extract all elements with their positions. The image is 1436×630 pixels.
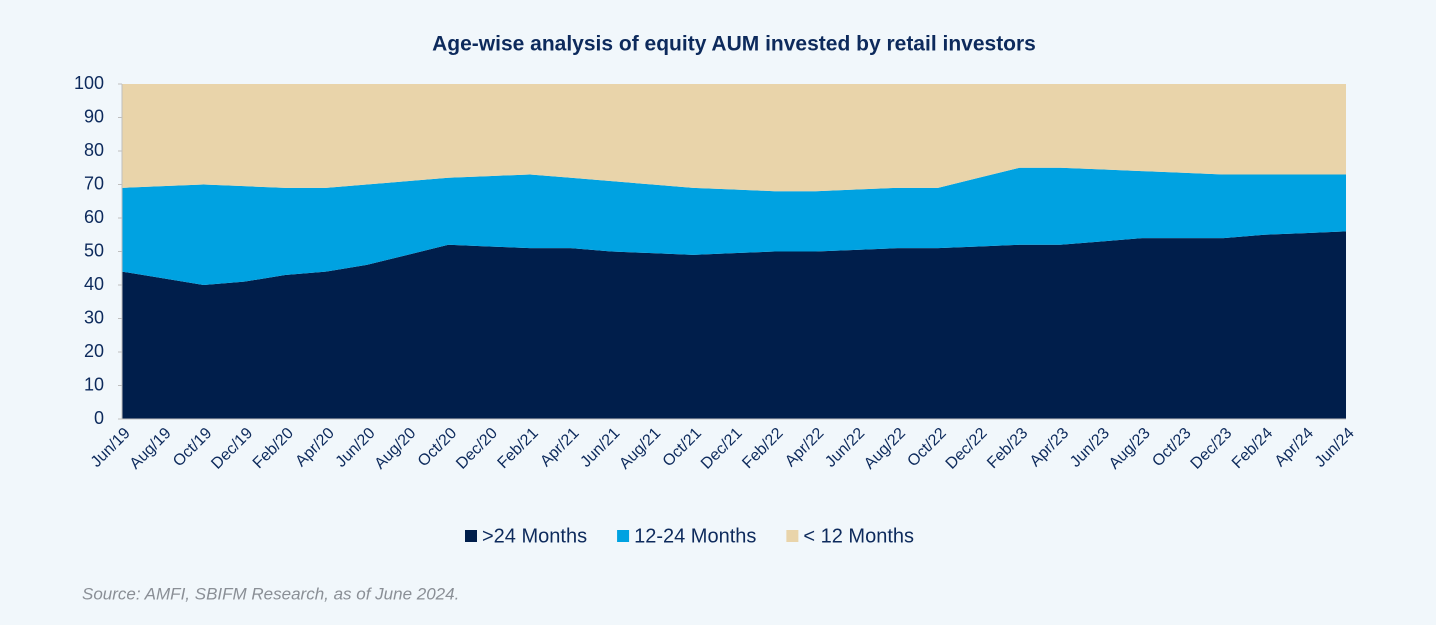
- x-tick-label: Jun/24: [1312, 425, 1358, 471]
- x-tick-label: Oct/21: [660, 425, 705, 470]
- x-tick-label: Aug/19: [127, 425, 175, 473]
- y-tick-label: 20: [84, 341, 104, 361]
- x-tick-label: Jun/22: [822, 425, 868, 471]
- x-tick-label: Aug/22: [861, 425, 909, 473]
- legend-swatch: [465, 530, 477, 542]
- x-tick-label: Oct/19: [170, 425, 215, 470]
- x-tick-label: Apr/22: [782, 425, 827, 470]
- y-tick-label: 30: [84, 307, 104, 327]
- y-tick-label: 10: [84, 374, 104, 394]
- legend-label: 12-24 Months: [634, 525, 756, 547]
- x-tick-label: Dec/22: [943, 425, 991, 473]
- legend-swatch: [786, 530, 799, 542]
- x-tick-label: Aug/20: [372, 425, 420, 473]
- legend-swatch: [617, 530, 630, 542]
- x-tick-label: Feb/24: [1229, 425, 1276, 472]
- y-tick-label: 70: [84, 173, 104, 193]
- x-tick-label: Aug/23: [1106, 425, 1154, 473]
- x-tick-label: Aug/21: [616, 425, 664, 473]
- legend-label: < 12 Months: [803, 525, 914, 547]
- x-tick-label: Jun/20: [333, 425, 379, 471]
- x-tick-label: Apr/21: [537, 425, 582, 470]
- x-tick-label: Jun/21: [577, 425, 623, 471]
- y-tick-label: 80: [84, 140, 104, 160]
- x-tick-label: Apr/23: [1027, 425, 1072, 470]
- y-tick-label: 60: [84, 207, 104, 227]
- y-tick-label: 40: [84, 274, 104, 294]
- x-tick-label: Dec/19: [208, 425, 256, 473]
- x-tick-label: Oct/23: [1149, 425, 1194, 470]
- x-tick-label: Feb/20: [250, 425, 297, 472]
- legend-label: >24 Months: [482, 525, 587, 547]
- x-tick-label: Jun/19: [88, 425, 134, 471]
- x-tick-label: Oct/22: [904, 425, 949, 470]
- x-tick-label: Feb/23: [984, 425, 1031, 472]
- x-tick-label: Feb/21: [495, 425, 542, 472]
- area: [122, 231, 1346, 419]
- y-tick-label: 50: [84, 240, 104, 260]
- x-tick-label: Apr/20: [292, 425, 337, 470]
- x-tick-label: Dec/21: [698, 425, 746, 473]
- x-tick-label: Apr/24: [1272, 425, 1317, 470]
- y-tick-label: 90: [84, 106, 104, 126]
- chart-title: Age-wise analysis of equity AUM invested…: [432, 33, 1036, 56]
- x-tick-label: Feb/22: [739, 425, 786, 472]
- area: [122, 167, 1346, 285]
- y-tick-label: 100: [74, 73, 104, 93]
- area: [122, 84, 1346, 192]
- x-tick-label: Oct/20: [415, 425, 460, 470]
- source: Source: AMFI, SBIFM Research, as of June…: [82, 584, 459, 603]
- y-tick-label: 0: [94, 408, 104, 428]
- x-tick-label: Dec/20: [453, 425, 501, 473]
- x-tick-label: Jun/23: [1067, 425, 1113, 471]
- x-tick-label: Dec/23: [1188, 425, 1236, 473]
